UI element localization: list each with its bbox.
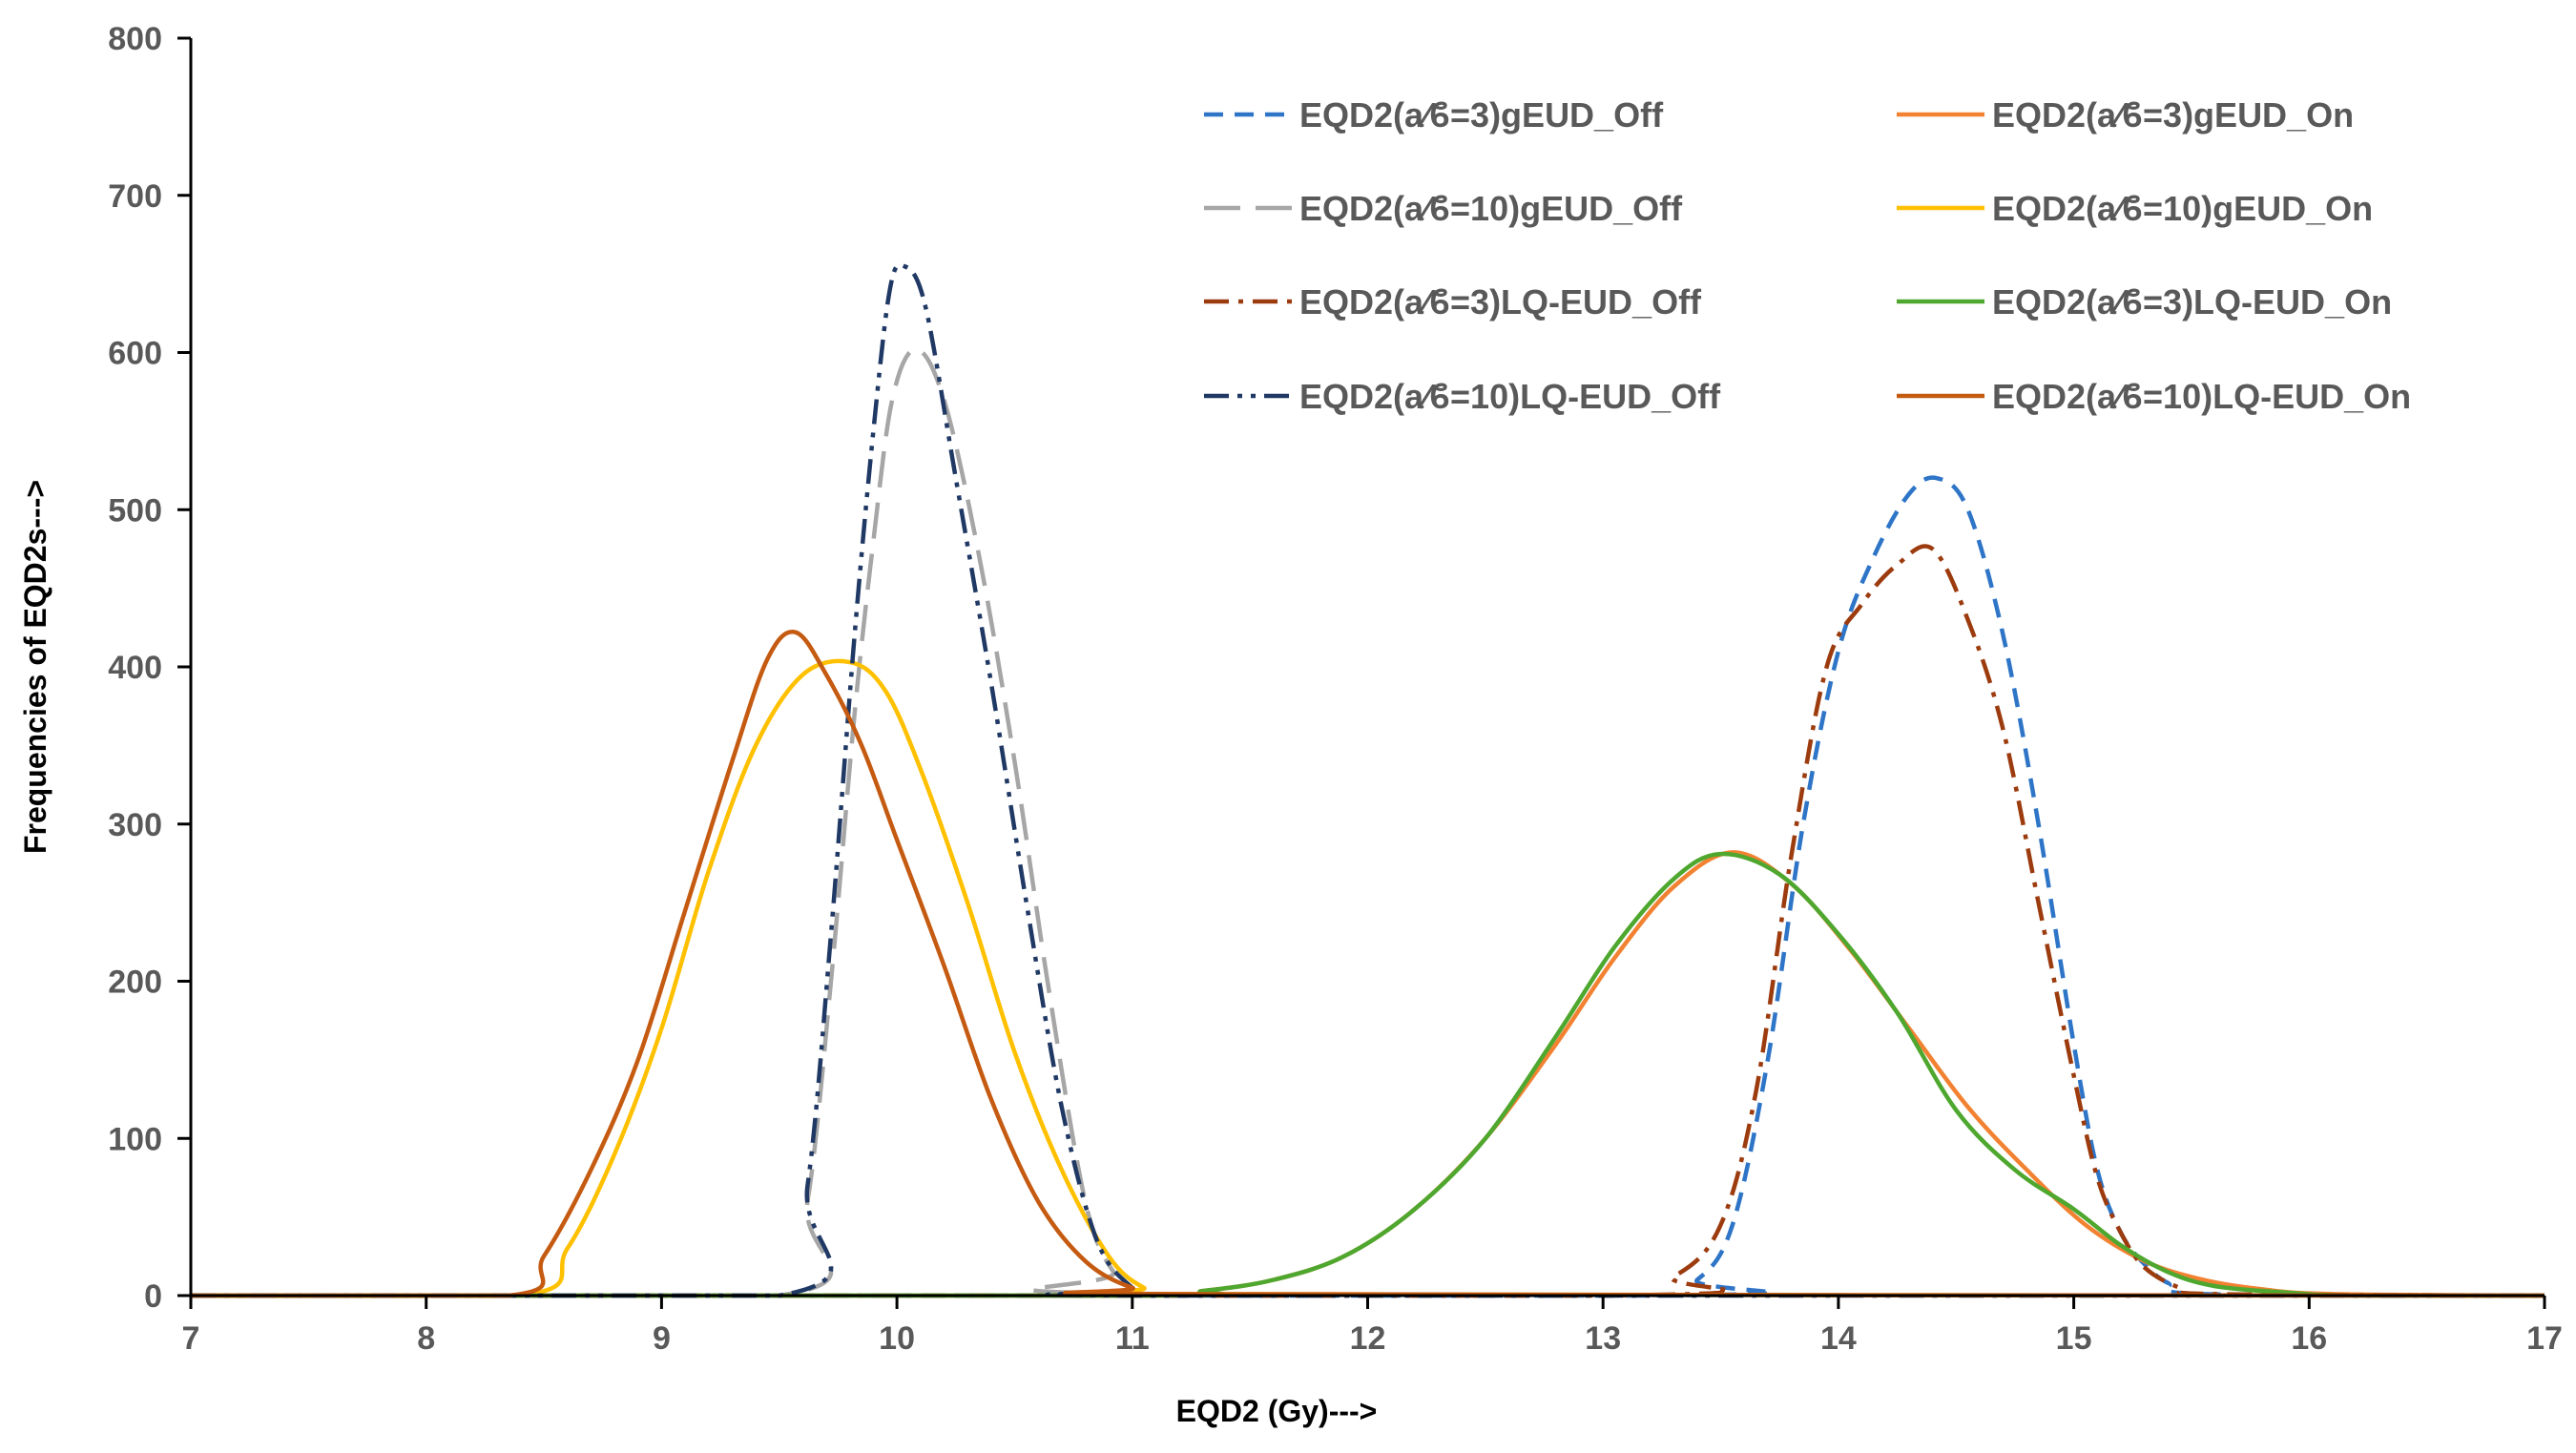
x-tick-label: 10: [879, 1320, 915, 1357]
legend-label-5: EQD2(a⁄ϐ=3)LQ-EUD_Off: [1299, 282, 1702, 322]
x-axis-title: EQD2 (Gy)--->: [1176, 1394, 1378, 1428]
y-axis-title: Frequencies of EQD2s--->: [18, 480, 52, 854]
x-tick-label: 14: [1820, 1320, 1857, 1357]
legend-label-2: EQD2(a⁄ϐ=3)gEUD_On: [1992, 95, 2354, 135]
y-tick-label: 400: [108, 650, 162, 686]
legend-label-1: EQD2(a⁄ϐ=3)gEUD_Off: [1299, 95, 1664, 135]
y-tick-label: 700: [108, 178, 162, 215]
x-tick-label: 11: [1115, 1320, 1150, 1357]
legend: EQD2(a⁄ϐ=3)gEUD_Off EQD2(a⁄ϐ=3)gEUD_On EQD…: [1204, 95, 2411, 416]
x-tick-label: 8: [417, 1320, 435, 1357]
y-tick-label: 800: [108, 21, 162, 57]
legend-label-3: EQD2(a⁄ϐ=10)gEUD_Off: [1299, 189, 1683, 228]
y-tick-label: 600: [108, 336, 162, 372]
y-tick-label: 500: [108, 492, 162, 529]
series-line-1: [191, 475, 2545, 1298]
x-tick-label: 17: [2526, 1320, 2563, 1357]
x-tick-label: 15: [2056, 1320, 2092, 1357]
legend-label-6: EQD2(a⁄ϐ=3)LQ-EUD_On: [1992, 282, 2392, 322]
legend-label-7: EQD2(a⁄ϐ=10)LQ-EUD_Off: [1299, 377, 1721, 416]
x-tick-label: 9: [653, 1320, 671, 1357]
x-tick-label: 12: [1350, 1320, 1386, 1357]
x-tick-label: 7: [182, 1320, 200, 1357]
y-tick-label: 200: [108, 965, 162, 1001]
ticks-layer: 7 8 9 10 11 12 13 14 15 16 17 0 100 200 300 400 500 600 70…: [108, 21, 2563, 1357]
series-line-8: [191, 630, 2545, 1298]
legend-label-8: EQD2(a⁄ϐ=10)LQ-EUD_On: [1992, 377, 2411, 416]
x-tick-label: 16: [2291, 1320, 2327, 1357]
legend-label-4: EQD2(a⁄ϐ=10)gEUD_On: [1992, 189, 2373, 228]
series-line-5: [191, 544, 2545, 1298]
y-tick-label: 0: [144, 1278, 162, 1315]
y-tick-label: 100: [108, 1121, 162, 1157]
x-tick-label: 13: [1585, 1320, 1621, 1357]
y-tick-label: 300: [108, 807, 162, 843]
